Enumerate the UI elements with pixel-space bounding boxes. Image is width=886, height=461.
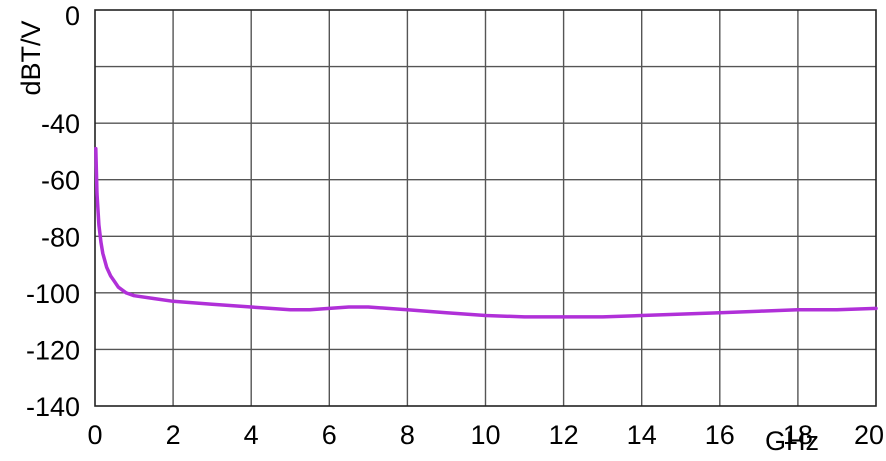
- y-tick-label: -120: [26, 335, 80, 365]
- x-tick-label: 2: [166, 420, 181, 450]
- x-tick-label: 20: [854, 420, 884, 450]
- x-tick-label: 14: [627, 420, 657, 450]
- y-tick-label: -60: [41, 166, 80, 196]
- y-tick-label: -40: [41, 109, 80, 139]
- y-tick-label: -80: [41, 222, 80, 252]
- x-tick-label: 10: [470, 420, 500, 450]
- series-line-1: [94, 146, 878, 319]
- x-tick-label: 12: [549, 420, 579, 450]
- series-layer: [94, 146, 878, 319]
- y-tick-label: -100: [26, 279, 80, 309]
- y-tick-label: -140: [26, 392, 80, 422]
- x-tick-label: 0: [87, 420, 102, 450]
- x-tick-label: 16: [705, 420, 735, 450]
- y-axis-label: dBT/V: [16, 20, 46, 95]
- x-tick-label: 4: [244, 420, 259, 450]
- x-tick-label: 18: [783, 420, 813, 450]
- plot-frame: [94, 9, 877, 407]
- grid: [95, 10, 876, 406]
- y-tick-label: 0: [65, 1, 80, 31]
- x-axis-label: GHz: [765, 426, 819, 456]
- x-tick-label: 6: [322, 420, 337, 450]
- x-axis-ticks: 0 2 4 6 8 10 12 14 16 18 20: [87, 420, 884, 450]
- y-axis-ticks: 0 -40 -60 -80 -100 -120 -140: [26, 1, 80, 422]
- x-tick-label: 8: [400, 420, 415, 450]
